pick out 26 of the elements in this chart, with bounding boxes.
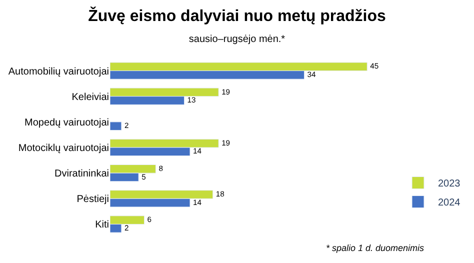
y-tick-label: Automobilių vairuotojai (8, 66, 109, 78)
data-label: 19 (222, 87, 230, 96)
data-label: 14 (193, 198, 202, 207)
chart-subtitle: sausio–rugsėjo mėn.* (188, 34, 286, 45)
data-label: 13 (187, 96, 196, 105)
data-label: 19 (222, 138, 230, 148)
y-tick-label: Kiti (95, 220, 109, 231)
data-label: 45 (370, 62, 379, 71)
data-label: 5 (142, 172, 146, 182)
data-label: 18 (216, 190, 224, 199)
data-label: 2 (124, 121, 129, 130)
chart-title: Žuvę eismo dalyviai nuo metų pradžios (88, 6, 386, 26)
data-label: 2 (124, 223, 129, 232)
text: * spalio 1 d. duomenimis (326, 243, 425, 253)
bar (110, 122, 122, 130)
y-tick-label: Mopedų vairuotojai (24, 117, 109, 128)
y-tick-label: Pėstieji (76, 194, 109, 206)
y-tick-label: Motociklų vairuotojai (18, 143, 109, 154)
y-tick-label: Keleiviai (72, 92, 109, 103)
data-label: 34 (307, 70, 317, 80)
data-label: 6 (147, 215, 152, 224)
data-label: 8 (158, 164, 163, 173)
legend-label: 2024 (438, 198, 461, 209)
y-tick-label: Dviratininkai (54, 168, 109, 180)
data-label: 14 (193, 146, 202, 156)
legend-label: 2023 (438, 178, 461, 190)
